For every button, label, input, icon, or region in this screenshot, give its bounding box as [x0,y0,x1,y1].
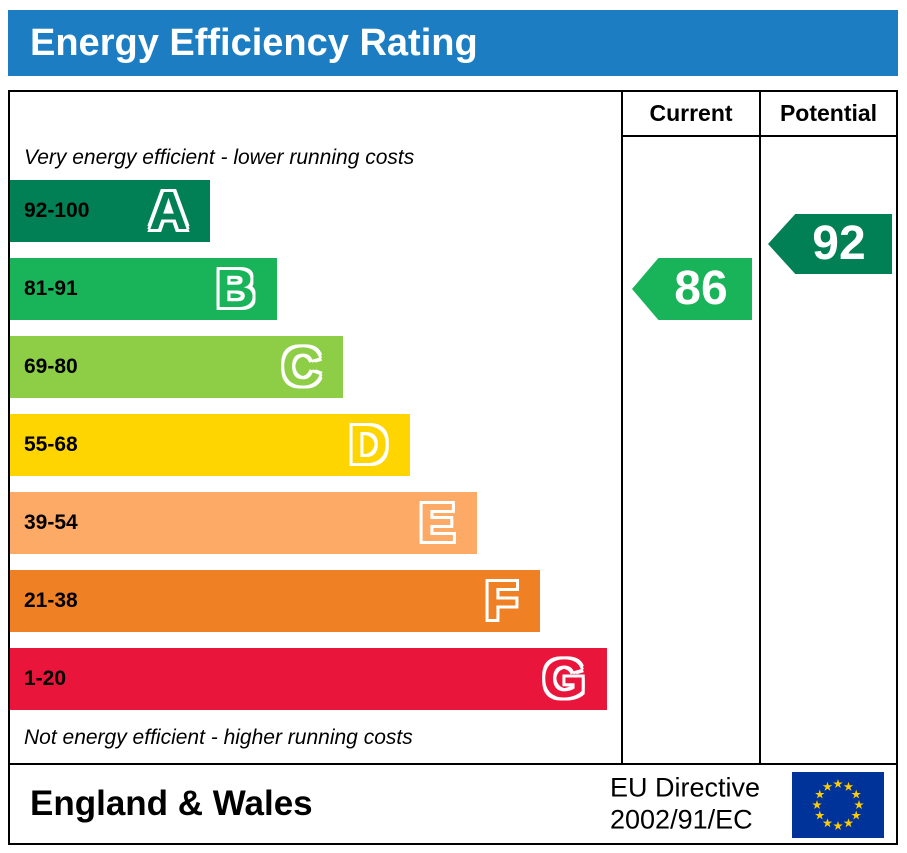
band-range-label: 92-100 [24,199,90,222]
band-bar: 69-80 C [10,336,343,398]
band-row: 81-91 B [10,258,621,320]
band-range-label: 39-54 [24,511,78,534]
band-range-label: 81-91 [24,277,78,300]
band-range-label: 21-38 [24,589,78,612]
band-letter: G [542,649,585,709]
current-column: 86 [621,137,759,763]
bands-area: Very energy efficient - lower running co… [10,137,621,763]
current-rating-arrow: 86 [632,258,752,320]
potential-column-header: Potential [759,92,896,137]
current-rating-value: 86 [674,262,728,315]
footer-bar: England & Wales EU Directive 2002/91/EC [8,765,898,845]
top-note: Very energy efficient - lower running co… [24,146,415,169]
page-title: Energy Efficiency Rating [30,21,478,64]
band-bar: 55-68 D [10,414,410,476]
band-letter: A [149,181,188,241]
band-range-label: 69-80 [24,355,78,378]
band-bar: 92-100 A [10,180,210,242]
band-row: 1-20 G [10,648,621,710]
band-row: 69-80 C [10,336,621,398]
band-range-label: 1-20 [24,667,67,690]
region-label: England & Wales [30,784,313,823]
page-title-bar: Energy Efficiency Rating [8,10,898,76]
eu-flag [792,772,884,838]
band-bar: 21-38 F [10,570,540,632]
band-letter: C [282,337,321,397]
band-bar: 1-20 G [10,648,607,710]
potential-rating-value: 92 [812,217,866,270]
rating-table: Current Potential Very energy efficient … [8,90,898,765]
band-bar: 39-54 E [10,492,477,554]
current-column-header: Current [621,92,759,137]
eu-directive-label: EU Directive 2002/91/EC [610,772,760,837]
eu-directive-line1: EU Directive [610,772,761,803]
header-spacer [10,92,621,137]
potential-rating-arrow: 92 [768,214,892,274]
potential-column: 92 [759,137,896,763]
band-bar: 81-91 B [10,258,277,320]
band-row: 39-54 E [10,492,621,554]
band-letter: B [216,259,255,319]
band-letter: D [349,415,388,475]
bands-list: 92-100 A 81-91 B 69-80 C 55-68 D 39-54 E… [10,180,621,726]
band-letter: E [418,493,455,553]
band-range-label: 55-68 [24,433,78,456]
band-letter: F [485,571,518,631]
band-row: 92-100 A [10,180,621,242]
band-row: 21-38 F [10,570,621,632]
band-row: 55-68 D [10,414,621,476]
eu-directive-line2: 2002/91/EC [610,805,753,835]
bottom-note: Not energy efficient - higher running co… [24,726,413,749]
